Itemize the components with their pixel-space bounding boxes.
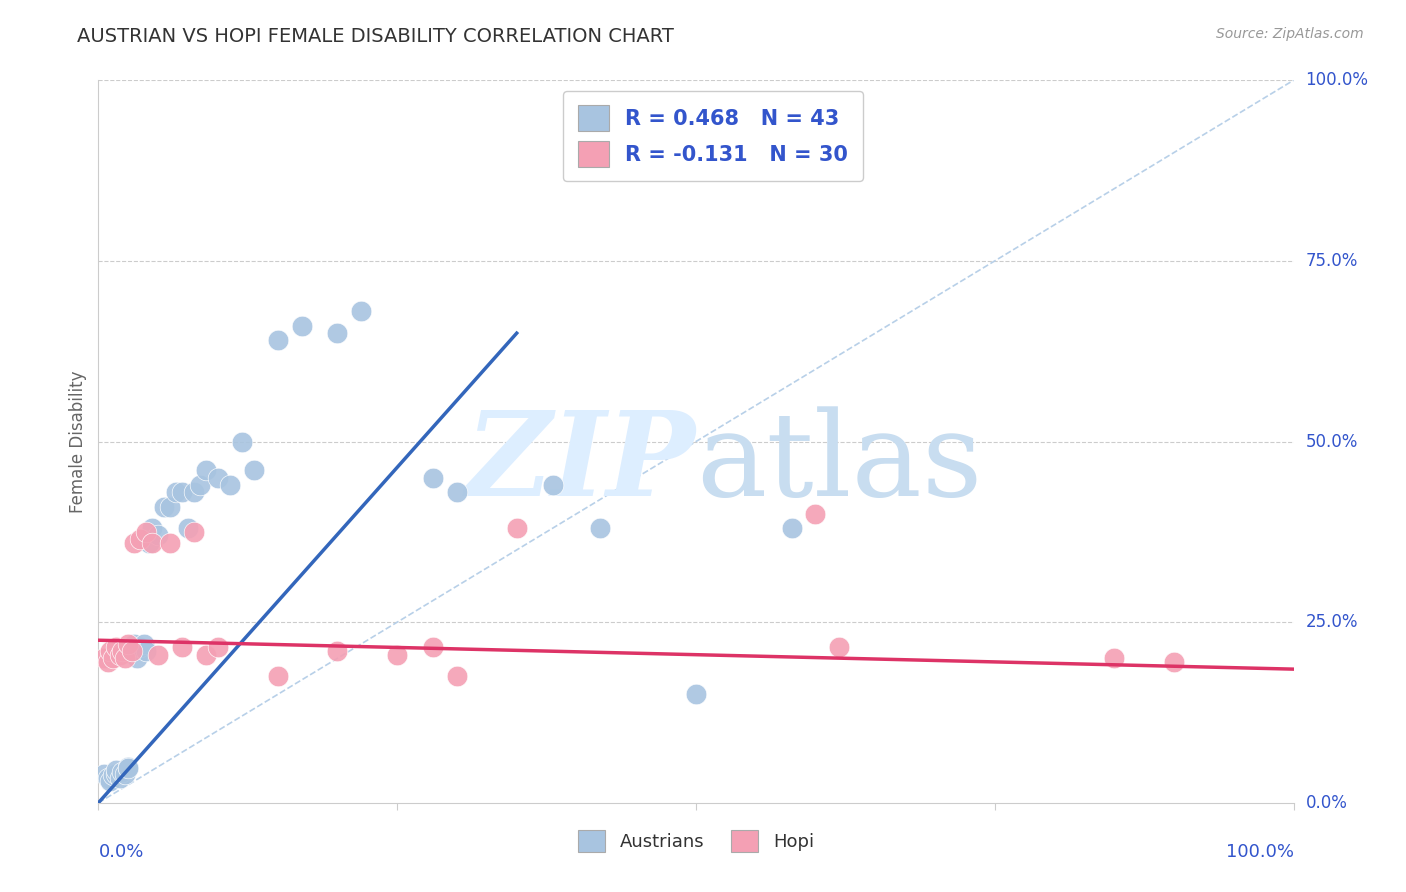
Point [446, 669, 468, 683]
Point [117, 761, 139, 775]
Text: ZIP: ZIP [465, 406, 696, 521]
Point [138, 535, 160, 549]
Point [135, 644, 157, 658]
Point [1163, 655, 1185, 669]
Point [141, 521, 163, 535]
Point [231, 434, 253, 449]
Text: 75.0%: 75.0% [1306, 252, 1358, 270]
Text: 0.0%: 0.0% [98, 843, 143, 861]
Text: atlas: atlas [696, 406, 983, 521]
Legend: Austrians, Hopi: Austrians, Hopi [571, 822, 821, 859]
Point [506, 521, 529, 535]
Point [1104, 651, 1126, 665]
Text: AUSTRIAN VS HOPI FEMALE DISABILITY CORRELATION CHART: AUSTRIAN VS HOPI FEMALE DISABILITY CORRE… [77, 27, 675, 45]
Point [125, 651, 148, 665]
Point [172, 640, 194, 655]
Text: 0.0%: 0.0% [1306, 794, 1347, 812]
Point [124, 535, 146, 549]
Point [207, 640, 229, 655]
Point [98, 644, 122, 658]
Point [195, 648, 218, 662]
Point [172, 485, 194, 500]
Point [685, 687, 707, 701]
Point [422, 640, 444, 655]
Point [117, 760, 139, 774]
Point [121, 644, 143, 658]
Point [101, 651, 124, 665]
Point [148, 648, 170, 662]
Point [267, 669, 290, 683]
Point [243, 463, 266, 477]
Point [446, 485, 468, 500]
Point [129, 640, 152, 655]
Point [541, 478, 564, 492]
Point [148, 528, 170, 542]
Point [804, 507, 827, 521]
Point [207, 470, 229, 484]
Point [141, 535, 163, 549]
Point [267, 334, 290, 348]
Point [111, 765, 134, 780]
Text: 50.0%: 50.0% [1306, 433, 1358, 450]
Text: 100.0%: 100.0% [1226, 843, 1294, 861]
Point [422, 470, 444, 484]
Point [93, 651, 115, 665]
Point [129, 532, 152, 546]
Point [105, 767, 128, 781]
Point [108, 648, 131, 662]
Point [97, 655, 120, 669]
Point [98, 774, 122, 789]
Point [135, 524, 157, 539]
Point [828, 640, 851, 655]
Point [132, 637, 155, 651]
Point [124, 640, 146, 655]
Point [291, 318, 314, 333]
Point [121, 644, 143, 658]
Point [385, 648, 409, 662]
Point [114, 767, 136, 781]
Point [105, 764, 128, 778]
Point [219, 478, 242, 492]
Point [105, 640, 128, 655]
Point [111, 644, 134, 658]
Y-axis label: Female Disability: Female Disability [69, 370, 87, 513]
Point [195, 463, 218, 477]
Point [350, 304, 373, 318]
Point [124, 637, 146, 651]
Point [165, 485, 187, 500]
Point [780, 521, 803, 535]
Point [183, 485, 205, 500]
Point [117, 637, 139, 651]
Text: Source: ZipAtlas.com: Source: ZipAtlas.com [1216, 27, 1364, 41]
Point [159, 500, 181, 514]
Point [108, 771, 131, 785]
Point [188, 478, 211, 492]
Point [589, 521, 612, 535]
Point [153, 500, 176, 514]
Point [93, 767, 115, 781]
Text: 100.0%: 100.0% [1306, 71, 1368, 89]
Point [177, 521, 200, 535]
Point [114, 651, 136, 665]
Point [183, 524, 205, 539]
Point [159, 535, 181, 549]
Point [101, 768, 124, 782]
Point [97, 771, 120, 785]
Point [326, 326, 349, 340]
Point [326, 644, 349, 658]
Text: 25.0%: 25.0% [1306, 613, 1358, 632]
